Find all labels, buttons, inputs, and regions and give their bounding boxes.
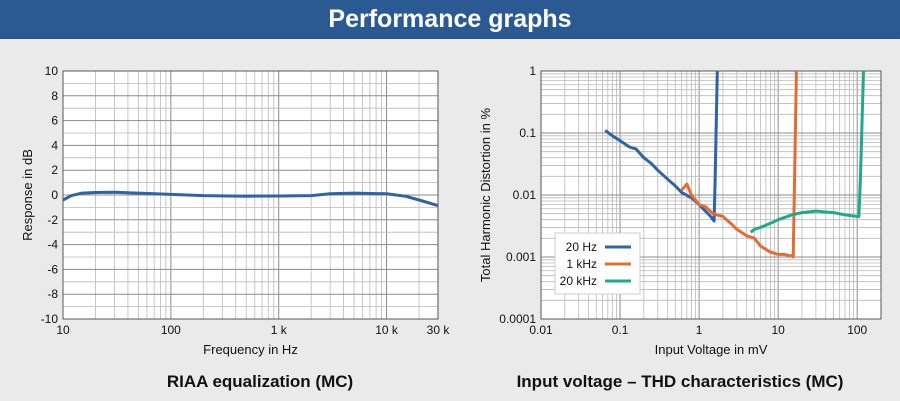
y-tick-label: -6 (47, 262, 58, 276)
y-tick-label: -10 (41, 312, 59, 326)
x-axis-title: Frequency in Hz (203, 342, 298, 357)
y-tick-label: 0 (51, 188, 58, 202)
legend-label: 20 Hz (566, 240, 597, 254)
legend-label: 20 kHz (560, 274, 597, 288)
x-tick-label: 1 k (271, 323, 288, 337)
page-title: Performance graphs (0, 0, 900, 39)
series-line-20-hz (604, 71, 719, 223)
series-line-0 (63, 190, 438, 207)
y-tick-label: 6 (51, 114, 58, 128)
x-tick-label: 0.1 (612, 323, 629, 337)
y-axis-title: Response in dB (20, 149, 35, 241)
x-tick-label: 1 (696, 323, 703, 337)
y-axis-title: Total Harmonic Distortion in % (478, 108, 493, 283)
x-axis-title: Input Voltage in mV (655, 342, 768, 357)
legend-label: 1 kHz (566, 257, 597, 271)
y-tick-label: -2 (47, 213, 58, 227)
y-tick-label: 8 (51, 89, 58, 103)
right-chart-caption: Input voltage – THD characteristics (MC) (516, 372, 844, 391)
plot-frame-0 (62, 70, 439, 320)
y-tick-label: 10 (45, 64, 59, 78)
y-tick-label: -8 (47, 287, 58, 301)
y-tick-label: 0.1 (519, 126, 536, 140)
series-line-20-khz (749, 71, 865, 234)
y-tick-label: 0.001 (506, 250, 536, 264)
x-tick-label: 100 (161, 323, 181, 337)
x-tick-label: 10 (771, 323, 785, 337)
y-tick-label: 4 (51, 138, 58, 152)
x-tick-label: 30 k (427, 323, 451, 337)
x-tick-label: 0.01 (529, 323, 553, 337)
y-tick-label: -4 (47, 238, 58, 252)
x-tick-label: 10 k (375, 323, 399, 337)
plot-frame-1 (540, 70, 882, 320)
y-tick-label: 0.0001 (499, 312, 536, 326)
x-tick-label: 10 (56, 323, 70, 337)
x-tick-label: 100 (847, 323, 867, 337)
y-tick-label: 0.01 (513, 188, 537, 202)
series-line-1-khz (680, 71, 798, 259)
y-tick-label: 1 (529, 64, 536, 78)
y-tick-label: 2 (51, 163, 58, 177)
left-chart-caption: RIAA equalization (MC) (166, 372, 354, 391)
